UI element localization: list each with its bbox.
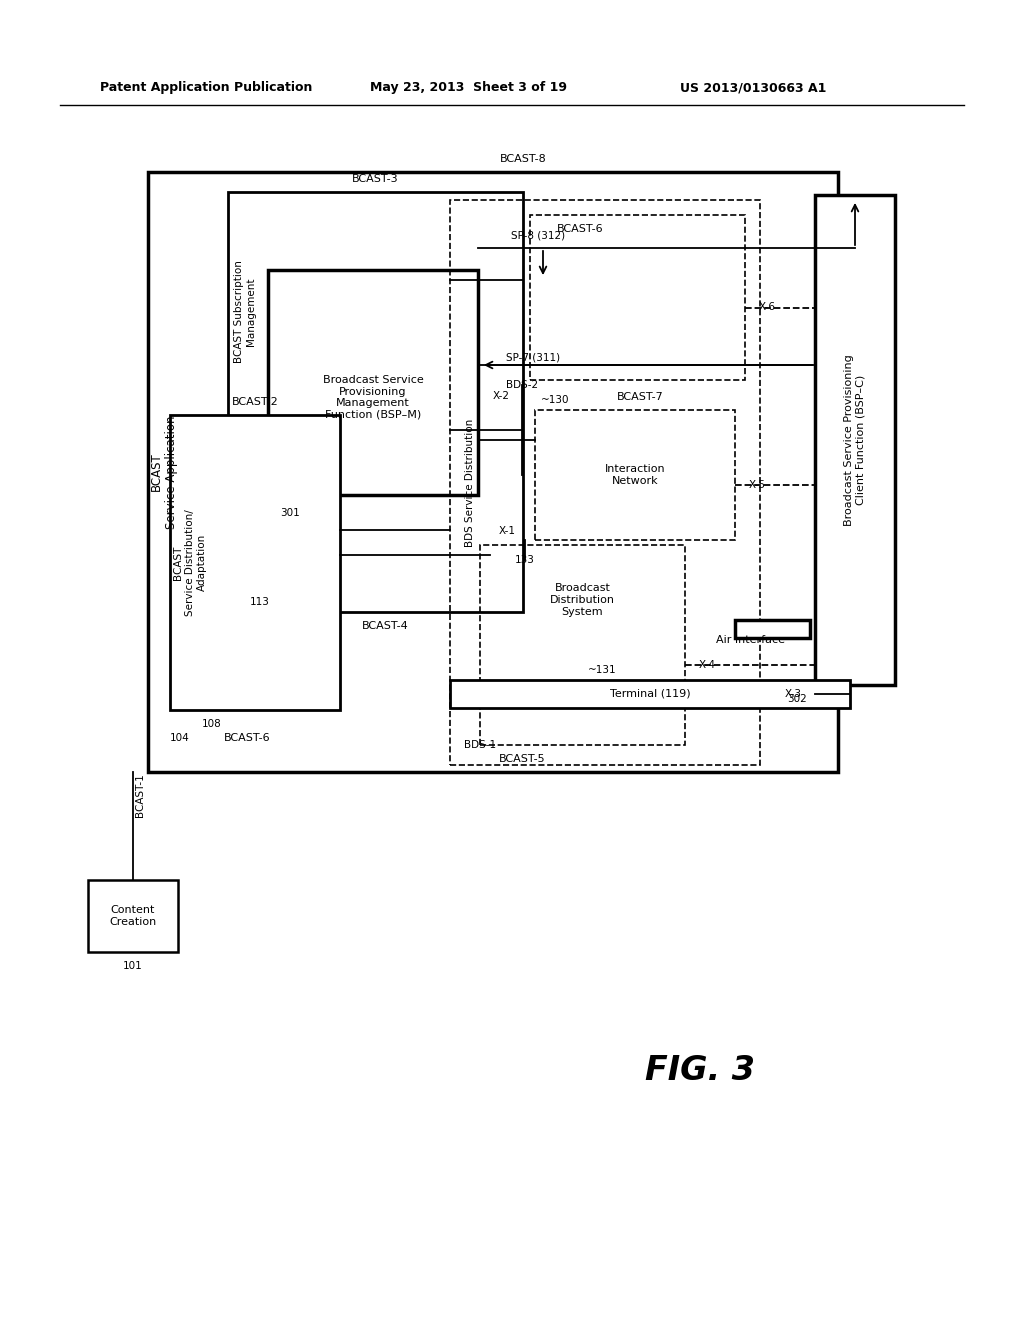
Text: Content
Creation: Content Creation	[110, 906, 157, 927]
Text: BCAST Subscription
Management: BCAST Subscription Management	[234, 260, 256, 363]
Text: SP-8 (312): SP-8 (312)	[511, 230, 565, 240]
Text: Broadcast
Distribution
System: Broadcast Distribution System	[550, 583, 615, 616]
Text: BCAST
Service Application: BCAST Service Application	[150, 416, 178, 529]
Text: ~131: ~131	[588, 665, 616, 675]
Text: 133: 133	[515, 554, 535, 565]
Text: X-4: X-4	[698, 660, 716, 671]
Text: BCAST
Service Distribution/
Adaptation: BCAST Service Distribution/ Adaptation	[173, 510, 207, 616]
Text: BCAST-2: BCAST-2	[231, 397, 279, 407]
Bar	[480, 545, 685, 744]
Text: 302: 302	[787, 694, 807, 704]
Bar	[530, 215, 745, 380]
Bar	[450, 201, 760, 766]
Text: X-1: X-1	[499, 525, 515, 536]
Text: ~130: ~130	[541, 395, 569, 405]
Text: X-6: X-6	[759, 302, 775, 313]
Text: Broadcast Service
Provisioning
Management
Function (BSP–M): Broadcast Service Provisioning Managemen…	[323, 375, 423, 420]
Text: 104: 104	[170, 733, 189, 743]
Text: X-3: X-3	[784, 689, 802, 700]
Text: BCAST-5: BCAST-5	[499, 754, 546, 764]
Bar	[88, 880, 178, 952]
Text: X-5: X-5	[749, 480, 766, 490]
Bar	[148, 172, 838, 772]
Text: BCAST-7: BCAST-7	[616, 392, 664, 403]
Bar	[228, 191, 523, 612]
Text: 301: 301	[281, 508, 300, 517]
Text: FIG. 3: FIG. 3	[645, 1053, 755, 1086]
Bar	[450, 680, 850, 708]
Text: Terminal (119): Terminal (119)	[609, 689, 690, 700]
Bar	[268, 271, 478, 495]
Text: BCAST-6: BCAST-6	[223, 733, 270, 743]
Text: 113: 113	[250, 597, 270, 607]
Text: May 23, 2013  Sheet 3 of 19: May 23, 2013 Sheet 3 of 19	[370, 82, 567, 95]
Text: Broadcast Service Provisioning
Client Function (BSP–C): Broadcast Service Provisioning Client Fu…	[844, 354, 866, 525]
Text: BCAST-6: BCAST-6	[557, 224, 603, 234]
Bar	[735, 620, 810, 638]
Text: BDS Service Distribution: BDS Service Distribution	[465, 418, 475, 546]
Text: BCAST-8: BCAST-8	[500, 154, 547, 164]
Text: BDS-2: BDS-2	[506, 380, 538, 389]
Text: 101: 101	[123, 961, 143, 972]
Text: SP-7 (311): SP-7 (311)	[506, 352, 560, 363]
Bar	[815, 195, 895, 685]
Text: BCAST-4: BCAST-4	[362, 620, 409, 631]
Text: Interaction
Network: Interaction Network	[605, 465, 666, 486]
Text: 108: 108	[202, 719, 222, 729]
Text: BCAST-3: BCAST-3	[352, 174, 398, 183]
Text: US 2013/0130663 A1: US 2013/0130663 A1	[680, 82, 826, 95]
Text: BCAST-1: BCAST-1	[135, 774, 145, 817]
Bar	[535, 411, 735, 540]
Text: BDS-1: BDS-1	[464, 741, 496, 750]
Text: Air Interface: Air Interface	[716, 635, 784, 645]
Text: X-2: X-2	[493, 391, 510, 401]
Bar	[170, 414, 340, 710]
Text: Patent Application Publication: Patent Application Publication	[100, 82, 312, 95]
